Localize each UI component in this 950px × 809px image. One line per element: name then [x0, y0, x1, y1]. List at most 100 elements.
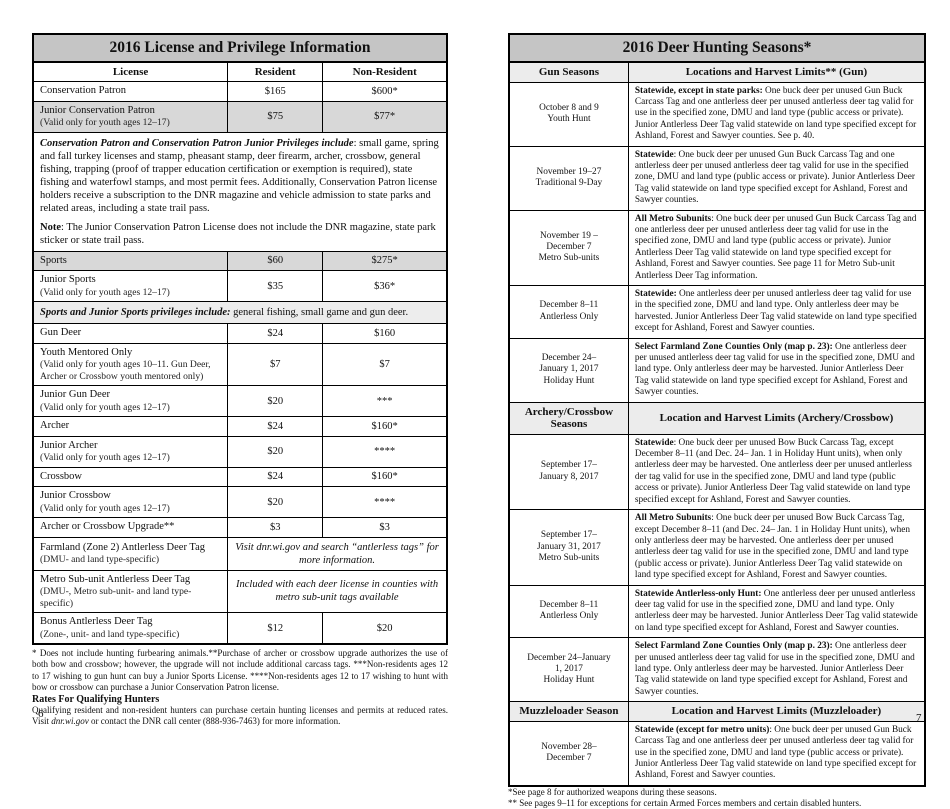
limits-lead: Statewide, except in state parks: — [634, 85, 763, 96]
harvest-limits: Statewide (except for metro units): One … — [627, 720, 926, 787]
page-number-left: 6 — [38, 708, 44, 720]
license-name: Sports — [32, 250, 229, 271]
page-title: 2016 Deer Hunting Seasons* — [508, 33, 926, 63]
table-row: October 8 and 9 Youth Hunt Statewide, ex… — [508, 81, 926, 147]
resident-price: $3 — [227, 517, 324, 538]
license-label: Junior Gun Deer — [40, 389, 110, 400]
nonresident-price: $77* — [322, 100, 448, 133]
license-sublabel: (Valid only for youth ages 12–17) — [40, 502, 170, 514]
license-sublabel: (Valid only for youth ages 12–17) — [40, 401, 170, 413]
season-dates: September 17– January 31, 2017 Metro Sub… — [508, 509, 629, 586]
resident-price: $24 — [227, 466, 324, 487]
limits-column-header: Location and Harvest Limits (Muzzleloade… — [627, 701, 926, 722]
limits-lead: All Metro Subunits — [634, 513, 712, 524]
page-title: 2016 License and Privilege Information — [32, 33, 448, 63]
nonresident-price: **** — [322, 486, 448, 518]
license-label: Junior Conservation Patron — [40, 104, 155, 116]
resident-price: $20 — [227, 486, 324, 518]
license-label: Conservation Patron — [40, 85, 127, 96]
resident-price: $24 — [227, 416, 324, 437]
document-spread: { "left": { "title": "2016 License and P… — [32, 33, 926, 809]
season-dates: December 24– January 1, 2017 Holiday Hun… — [508, 337, 629, 403]
limits-text: One antlerless deer per unused antlerles… — [634, 641, 915, 697]
license-label: Junior Crossbow — [40, 490, 111, 501]
seasons-footnote-2: ** See pages 9–11 for exceptions for cer… — [508, 798, 862, 809]
nonresident-price: $160* — [322, 416, 448, 437]
license-label: Gun Deer — [40, 327, 82, 338]
table-row: Junior Gun Deer (Valid only for youth age… — [32, 385, 448, 417]
resident-price: $60 — [227, 250, 324, 271]
limits-lead: Statewide (except for metro units) — [634, 724, 770, 735]
note-lead: Note — [40, 221, 61, 233]
license-sublabel: (Valid only for youth ages 10–11. Gun De… — [40, 359, 211, 382]
harvest-limits: Select Farmland Zone Counties Only (map … — [627, 637, 926, 703]
limits-lead: Statewide: — [634, 289, 677, 299]
table-row: 2016 Deer Hunting Seasons* — [508, 33, 926, 63]
harvest-limits: All Metro Subunits: One buck deer per un… — [627, 209, 926, 287]
license-price-table: 2016 License and Privilege Information L… — [32, 33, 448, 645]
note-text: : The Junior Conservation Patron License… — [40, 221, 436, 246]
table-row: Conservation Patron and Conservation Pat… — [32, 131, 448, 252]
nonresident-price: *** — [322, 385, 448, 417]
patron-privileges-note: Conservation Patron and Conservation Pat… — [32, 131, 448, 252]
limits-text: : One buck deer per unused Bow Buck Carc… — [634, 437, 912, 505]
rates-text-part2: or contact the DNR call center (888-936-… — [88, 716, 341, 727]
resident-price: $7 — [227, 342, 324, 386]
table-row: Youth Mentored Only (Valid only for youth… — [32, 342, 448, 386]
table-row: 2016 License and Privilege Information — [32, 33, 448, 63]
limits-column-header: Locations and Harvest Limits** (Gun) — [627, 61, 926, 83]
junior-patron-note: Note: The Junior Conservation Patron Lic… — [40, 221, 440, 247]
table-row: September 17– January 31, 2017 Metro Sub… — [508, 509, 926, 586]
license-label: Youth Mentored Only — [40, 346, 133, 358]
license-label: Archer or Crossbow Upgrade** — [40, 521, 175, 532]
resident-price: $35 — [227, 270, 324, 302]
privileges-lead: Conservation Patron and Conservation Pat… — [40, 137, 354, 149]
license-name: Youth Mentored Only (Valid only for youth… — [32, 342, 229, 386]
nonresident-price: $160* — [322, 466, 448, 487]
season-dates: October 8 and 9 Youth Hunt — [508, 81, 629, 147]
license-name: Crossbow — [32, 466, 229, 487]
table-row: December 8–11 Antlerless Only Statewide:… — [508, 285, 926, 339]
table-row: November 19 – December 7 Metro Sub-units… — [508, 209, 926, 287]
resident-price: $24 — [227, 323, 324, 344]
license-name: Junior Sports (Valid only for youth ages … — [32, 270, 229, 302]
license-label: Crossbow — [40, 470, 83, 482]
nonresident-price: $3 — [322, 517, 448, 538]
table-row: Gun Deer $24 $160 — [32, 323, 448, 344]
license-name: Junior Archer (Valid only for youth ages … — [32, 435, 229, 468]
rates-text-part1: Qualifying resident and non-resident hun… — [32, 705, 448, 727]
limits-text: One antlerless deer per unused antlerles… — [634, 341, 915, 398]
license-label: Metro Sub-unit Antlerless Deer Tag — [40, 573, 191, 585]
harvest-limits: All Metro Subunits: One buck deer per un… — [627, 509, 926, 586]
season-dates: November 19–27 Traditional 9-Day — [508, 145, 629, 211]
license-label: Farmland (Zone 2) Antlerless Deer Tag — [40, 541, 205, 553]
table-row: Junior Archer (Valid only for youth ages … — [32, 435, 448, 468]
season-dates: December 8–11 Antlerless Only — [508, 285, 629, 339]
limits-text: One antlerless deer per unused antlerles… — [634, 588, 918, 633]
table-row: Sports and Junior Sports privileges incl… — [32, 301, 448, 324]
sports-privileges-note: Sports and Junior Sports privileges incl… — [32, 301, 448, 324]
license-info-page: 2016 License and Privilege Information L… — [32, 33, 448, 728]
table-row: Archer $24 $160* — [32, 416, 448, 437]
license-sublabel: (DMU-, Metro sub-unit- and land type-spe… — [40, 586, 192, 609]
column-header-license: License — [32, 61, 229, 82]
resident-price: $20 — [227, 435, 324, 468]
season-dates: November 28– December 7 — [508, 720, 629, 787]
license-sublabel: (DMU- and land type-specific) — [40, 554, 160, 565]
table-row: December 8–11 Antlerless Only Statewide … — [508, 584, 926, 639]
license-name: Gun Deer — [32, 323, 229, 344]
license-name: Archer — [32, 416, 229, 437]
resident-price: $75 — [227, 100, 324, 133]
season-column-header: Muzzleloader Season — [508, 701, 629, 722]
harvest-limits: Statewide Antlerless-only Hunt: One antl… — [627, 584, 926, 639]
nonresident-price: $7 — [322, 342, 448, 386]
resident-price: $165 — [227, 81, 324, 102]
nonresident-price: $600* — [322, 81, 448, 102]
table-row: November 28– December 7 Statewide (excep… — [508, 720, 926, 787]
table-row: Farmland (Zone 2) Antlerless Deer Tag (DM… — [32, 536, 448, 571]
license-sublabel: (Zone-, unit- and land type-specific) — [40, 628, 180, 640]
limits-column-header: Location and Harvest Limits (Archery/Cro… — [627, 401, 926, 435]
license-name: Junior Crossbow (Valid only for youth age… — [32, 486, 229, 518]
section-header-row: Archery/Crossbow Seasons Location and Ha… — [508, 401, 926, 435]
antlerless-tag-info: Visit dnr.wi.gov and search “antlerless … — [227, 536, 448, 571]
